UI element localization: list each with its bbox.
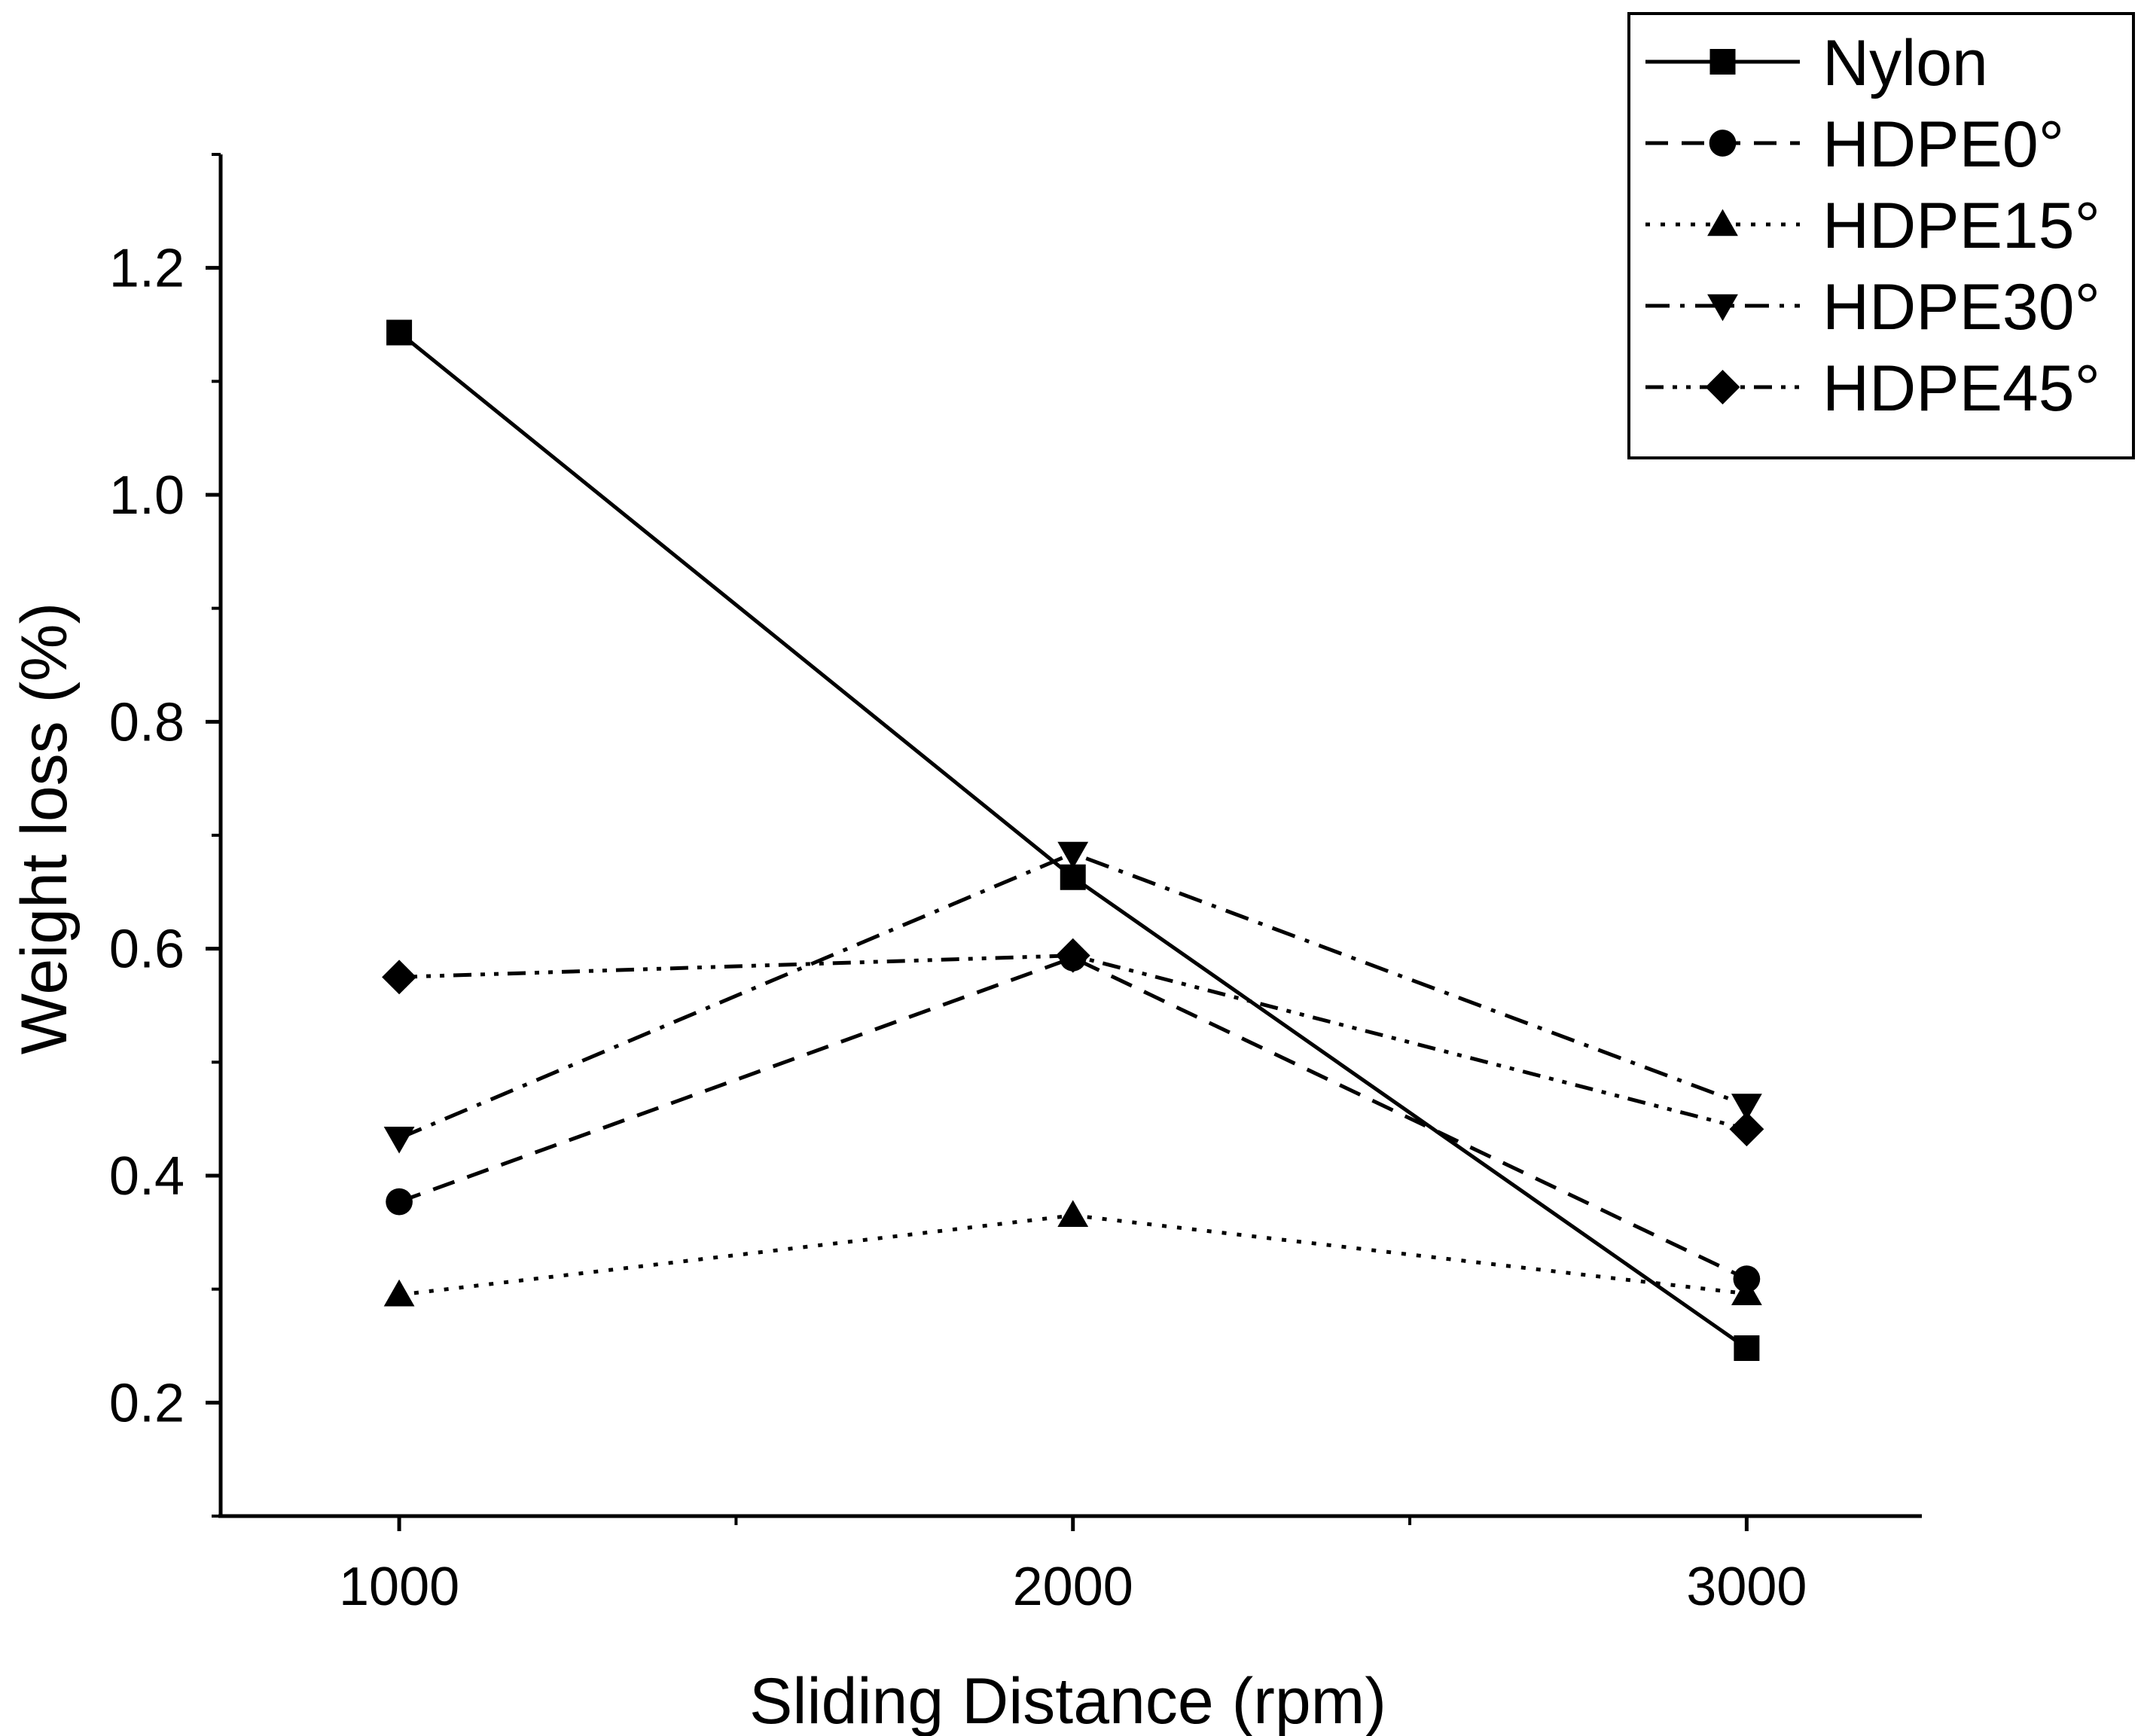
legend-marker-4	[1707, 294, 1738, 322]
legend-label-1: Nylon	[1822, 27, 1988, 99]
series-3-point	[1731, 1278, 1762, 1305]
ticks: 0.2 0.4 0.6 0.8 1.0 1.2 1000 2000 3000	[109, 153, 1807, 1617]
series-4-point	[1057, 841, 1089, 869]
series-line-4	[398, 851, 1748, 1140]
series-line-1	[398, 331, 1748, 1350]
legend-marker-5	[1705, 370, 1740, 404]
legend-marker-1	[1709, 49, 1736, 75]
series-line-2	[398, 956, 1748, 1281]
x-axis-title: Sliding Distance (rpm)	[749, 1665, 1386, 1736]
series-2-point	[386, 1188, 413, 1216]
y-tick-label: 0.6	[109, 920, 185, 980]
legend-label-2: HDPE0°	[1822, 108, 2064, 181]
legend-label-5: HDPE45°	[1822, 352, 2100, 425]
y-tick-label: 1.2	[109, 239, 185, 299]
series-line-5	[399, 953, 1748, 1131]
y-tick-label: 0.2	[109, 1373, 185, 1433]
y-tick-label: 0.8	[109, 692, 185, 752]
legend-label-3: HDPE15°	[1822, 190, 2100, 262]
plot-series	[382, 319, 1764, 1362]
series-1-point	[386, 319, 413, 346]
y-tick-label: 1.0	[109, 465, 185, 526]
legend-marker-3	[1707, 209, 1738, 236]
legend-label-4: HDPE30°	[1822, 271, 2100, 343]
series-1-point	[1734, 1335, 1760, 1362]
y-axis-title: Weight loss (%)	[8, 603, 81, 1055]
x-tick-label: 2000	[1013, 1557, 1133, 1617]
series-5-point	[1729, 1112, 1764, 1147]
series-3-point	[383, 1279, 415, 1307]
y-tick-label: 0.4	[109, 1146, 185, 1207]
series-4-point	[383, 1126, 415, 1154]
x-tick-label: 3000	[1686, 1557, 1807, 1617]
series-5-point	[1055, 938, 1090, 973]
series-4-point	[1731, 1094, 1762, 1121]
legend-marker-2	[1709, 130, 1737, 157]
series-5-point	[382, 960, 417, 995]
series-3-point	[1057, 1200, 1089, 1228]
x-tick-label: 1000	[339, 1557, 459, 1617]
legend: Nylon HDPE0° HDPE15° HDPE30° HDPE45°	[1627, 12, 2135, 459]
series-line-3	[398, 1213, 1747, 1297]
